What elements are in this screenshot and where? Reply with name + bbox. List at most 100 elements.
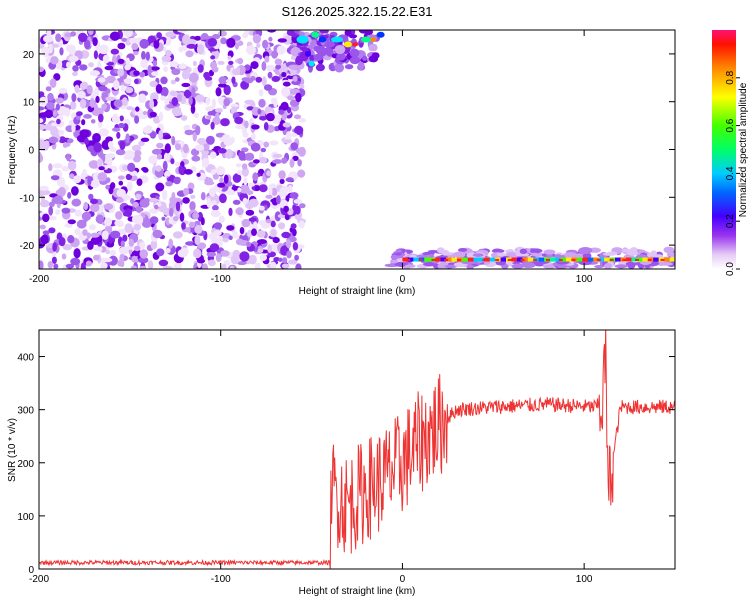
spectrogram-cell (43, 35, 54, 43)
spectrogram-cell (215, 108, 223, 113)
spectrogram-cell (625, 257, 632, 262)
spectrogram-cell (193, 112, 200, 119)
spectrogram-cell (178, 46, 184, 53)
spectrogram-cell (138, 140, 145, 147)
snr-ytick-label: 400 (17, 353, 34, 364)
spectrogram-cell (55, 33, 62, 42)
spectrogram-cell (273, 257, 280, 262)
spectrogram-cell (118, 180, 124, 186)
spectrogram-cell (111, 115, 121, 124)
spectrogram-cell (271, 50, 278, 59)
spectrogram-cell (237, 187, 242, 193)
spectrogram-cell (282, 81, 291, 87)
spectrogram-cell (295, 56, 303, 66)
spectrogram-cell (72, 71, 78, 77)
spectrogram-cell (82, 168, 87, 177)
spectrogram-cell (105, 136, 113, 143)
spectrogram-cell (229, 190, 236, 196)
spectrogram-cell (223, 139, 234, 146)
spectrogram-cell (241, 218, 251, 228)
spectrogram-cell (90, 119, 96, 124)
spectrogram-cell (491, 248, 505, 254)
colorbar: 0.0 0.2 0.4 0.6 0.8 Normalized spectral ampl… (712, 30, 749, 276)
spectrogram-cell (251, 228, 257, 236)
spectrogram-cell (472, 253, 484, 257)
spectrogram-cell (152, 60, 158, 67)
spectrogram-cell (105, 96, 116, 102)
spectrogram-cell (256, 43, 261, 48)
spectrogram-cell (131, 43, 139, 50)
spectrogram-cell (110, 48, 120, 55)
spectrogram-cell (271, 187, 278, 196)
spectrogram-cell (208, 187, 216, 198)
spectrogram-cell (134, 150, 142, 157)
spectrogram-cell (171, 68, 181, 76)
spectrogram-cell (545, 258, 550, 261)
spectrogram-cell (219, 193, 227, 204)
spectrogram-cell (56, 176, 65, 187)
spectrogram-cell (211, 66, 219, 73)
spectrogram-cell (151, 148, 162, 155)
spectrogram-cell (336, 52, 346, 61)
spectrogram-cell (248, 254, 257, 265)
spectrogram-cell (281, 263, 290, 269)
spectrogram-cell (189, 201, 196, 211)
spectrogram-cell (165, 49, 172, 57)
spectrogram-ylabel: Frequency (Hz) (7, 116, 18, 185)
spectrogram-cell (596, 258, 601, 261)
spectrogram-cell (202, 263, 208, 269)
spectrogram-cell (258, 205, 265, 211)
spectrogram-cell (110, 182, 116, 190)
spectrogram-cell (234, 116, 244, 125)
spectrogram-cell (158, 259, 169, 267)
spectrogram-ytick-label: 10 (23, 98, 35, 109)
spectrogram-cell (108, 255, 118, 266)
spectrogram-cell (276, 195, 281, 205)
spectrogram-cell (558, 258, 563, 261)
spectrogram-cell (294, 125, 304, 135)
spectrogram-cell (666, 252, 675, 257)
spectrogram-cell (56, 118, 61, 125)
spectrogram-cell (404, 264, 416, 268)
spectrogram-cell (256, 230, 266, 238)
spectrogram-cell (200, 217, 205, 226)
spectrogram-cell (258, 219, 267, 226)
spectrogram-cell (87, 175, 92, 186)
spectrogram-cell (139, 265, 147, 269)
spectrogram-cell (669, 257, 675, 262)
spectrogram-cell (164, 143, 171, 154)
colorbar-label: Normalized spectral amplitude (738, 82, 749, 217)
spectrogram-cell (266, 64, 275, 72)
spectrogram-cell (528, 248, 543, 254)
spectrogram-cell (65, 263, 75, 269)
spectrogram-cell (124, 78, 132, 85)
spectrogram-cell (206, 115, 212, 120)
spectrogram-cell (223, 84, 231, 96)
spectrogram-cell (101, 257, 113, 263)
spectrogram-cell (138, 113, 148, 120)
spectrogram-cell (152, 229, 163, 239)
spectrogram-cell (110, 230, 121, 239)
spectrogram-cell (344, 64, 354, 70)
spectrogram-cell (165, 31, 176, 38)
spectrogram-cell (192, 131, 197, 142)
spectrogram-cell (138, 256, 149, 264)
spectrogram-cell (204, 76, 213, 81)
spectrogram-cell (235, 207, 244, 216)
spectrogram-cell (119, 140, 126, 150)
spectrogram-cell (173, 231, 183, 239)
spectrogram-cell (227, 55, 232, 60)
spectrogram-cell (47, 92, 54, 102)
spectrogram-cell (39, 112, 50, 118)
spectrogram-cell (62, 243, 73, 251)
spectrogram-cell (285, 177, 294, 183)
spectrogram-cell (197, 242, 207, 250)
spectrogram-cell (290, 223, 297, 229)
spectrogram-cell (50, 43, 60, 48)
spectrogram-cell (90, 236, 101, 245)
spectrogram-cell (453, 251, 466, 258)
spectrogram-cell (277, 38, 287, 43)
spectrogram-cell (122, 97, 128, 106)
snr-ytick-label: 0 (28, 565, 34, 576)
spectrogram-cell (67, 219, 77, 225)
